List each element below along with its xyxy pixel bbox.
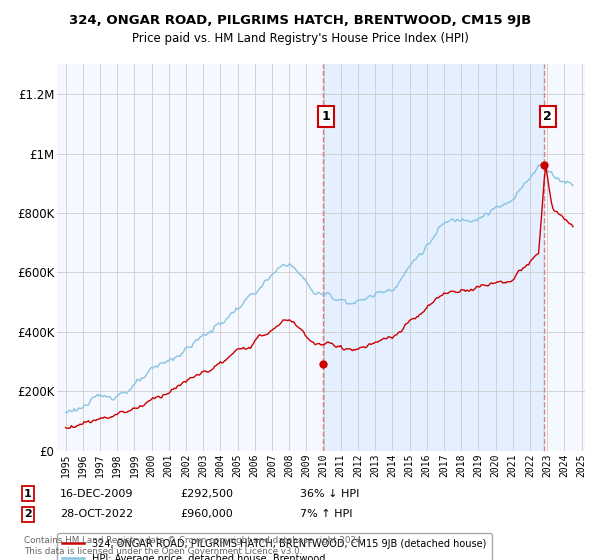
Text: 7% ↑ HPI: 7% ↑ HPI (300, 509, 353, 519)
Text: £292,500: £292,500 (180, 489, 233, 499)
Text: £960,000: £960,000 (180, 509, 233, 519)
Text: 28-OCT-2022: 28-OCT-2022 (60, 509, 133, 519)
Legend: 324, ONGAR ROAD, PILGRIMS HATCH, BRENTWOOD, CM15 9JB (detached house), HPI: Aver: 324, ONGAR ROAD, PILGRIMS HATCH, BRENTWO… (56, 533, 492, 560)
Text: 36% ↓ HPI: 36% ↓ HPI (300, 489, 359, 499)
Text: 2: 2 (544, 110, 552, 123)
Text: 1: 1 (24, 489, 32, 499)
Bar (323, 64, 544, 451)
Text: 1: 1 (322, 110, 331, 123)
Text: 2: 2 (24, 509, 32, 519)
Text: 16-DEC-2009: 16-DEC-2009 (60, 489, 133, 499)
Text: Contains HM Land Registry data © Crown copyright and database right 2024.
This d: Contains HM Land Registry data © Crown c… (24, 536, 364, 556)
Text: Price paid vs. HM Land Registry's House Price Index (HPI): Price paid vs. HM Land Registry's House … (131, 32, 469, 45)
Text: 324, ONGAR ROAD, PILGRIMS HATCH, BRENTWOOD, CM15 9JB: 324, ONGAR ROAD, PILGRIMS HATCH, BRENTWO… (69, 14, 531, 27)
